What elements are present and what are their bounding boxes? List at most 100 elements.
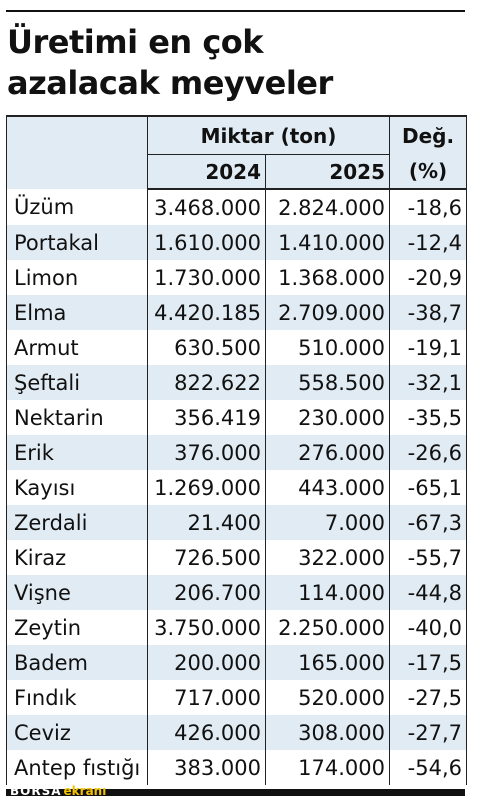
header-change-line1: Değ. [389, 115, 468, 155]
fruit-name-cell: Erik [6, 435, 148, 470]
fruit-name-cell: Vişne [6, 575, 148, 610]
change-percent-cell: -19,1 [389, 330, 468, 365]
change-percent-cell: -26,6 [389, 435, 468, 470]
change-percent-cell: -27,5 [389, 680, 468, 715]
logo-text-ekrani: ekranı [63, 784, 107, 798]
production-2024-cell: 726.500 [147, 540, 266, 575]
fruit-production-table: Miktar (ton) Değ. 2024 2025 (%) Üzüm 3.46… [6, 115, 468, 785]
fruit-name-cell: Antep fıstığı [6, 750, 148, 785]
fruit-name-cell: Şeftali [6, 365, 148, 400]
production-2025-cell: 520.000 [264, 680, 391, 715]
change-percent-cell: -54,6 [389, 750, 468, 785]
production-2025-cell: 1.368.000 [264, 260, 391, 295]
table-row: Üzüm 3.468.000 2.824.000 -18,6 [6, 189, 468, 225]
production-2025-cell: 2.709.000 [264, 295, 391, 330]
production-2024-cell: 21.400 [147, 505, 266, 540]
logo-text-borsa: BORSA [10, 784, 62, 798]
change-percent-cell: -65,1 [389, 470, 468, 505]
table-row: Nektarin 356.419 230.000 -35,5 [6, 400, 468, 435]
production-2025-cell: 558.500 [264, 365, 391, 400]
production-2024-cell: 356.419 [147, 400, 266, 435]
table-row: Ceviz 426.000 308.000 -27,7 [6, 715, 468, 750]
table-row: Kiraz 726.500 322.000 -55,7 [6, 540, 468, 575]
change-percent-cell: -17,5 [389, 645, 468, 680]
fruit-name-cell: Ceviz [6, 715, 148, 750]
production-2025-cell: 510.000 [264, 330, 391, 365]
fruit-name-cell: Nektarin [6, 400, 148, 435]
table-row: Şeftali 822.622 558.500 -32,1 [6, 365, 468, 400]
fruit-name-cell: Badem [6, 645, 148, 680]
page-title: Üretimi en çok azalacak meyveler [7, 22, 467, 104]
fruit-name-cell: Zeytin [6, 610, 148, 645]
production-2024-cell: 376.000 [147, 435, 266, 470]
top-rule [6, 10, 465, 12]
fruit-name-cell: Kiraz [6, 540, 148, 575]
production-2024-cell: 3.750.000 [147, 610, 266, 645]
production-2025-cell: 308.000 [264, 715, 391, 750]
change-percent-cell: -12,4 [389, 225, 468, 260]
borsa-ekrani-logo: BORSA ekranı [10, 781, 106, 801]
production-2025-cell: 1.410.000 [264, 225, 391, 260]
fruit-name-cell: Elma [6, 295, 148, 330]
change-percent-cell: -40,0 [389, 610, 468, 645]
production-2025-cell: 174.000 [264, 750, 391, 785]
header-change-line2: (%) [389, 154, 468, 190]
production-2025-cell: 2.824.000 [264, 189, 391, 225]
production-2024-cell: 822.622 [147, 365, 266, 400]
production-2025-cell: 165.000 [264, 645, 391, 680]
table-header: Miktar (ton) Değ. 2024 2025 (%) [6, 115, 468, 190]
change-percent-cell: -55,7 [389, 540, 468, 575]
table-row: Zerdali 21.400 7.000 -67,3 [6, 505, 468, 540]
fruit-name-cell: Üzüm [6, 189, 148, 225]
table-row: Elma 4.420.185 2.709.000 -38,7 [6, 295, 468, 330]
change-percent-cell: -32,1 [389, 365, 468, 400]
table-row: Fındık 717.000 520.000 -27,5 [6, 680, 468, 715]
table-row: Antep fıstığı 383.000 174.000 -54,6 [6, 750, 468, 785]
production-2024-cell: 1.610.000 [147, 225, 266, 260]
change-percent-cell: -44,8 [389, 575, 468, 610]
production-2024-cell: 426.000 [147, 715, 266, 750]
production-2025-cell: 2.250.000 [264, 610, 391, 645]
table-row: Kayısı 1.269.000 443.000 -65,1 [6, 470, 468, 505]
fruit-name-cell: Armut [6, 330, 148, 365]
header-year-2024: 2024 [147, 154, 266, 190]
header-empty-cell [6, 115, 148, 189]
table-row: Badem 200.000 165.000 -17,5 [6, 645, 468, 680]
change-percent-cell: -18,6 [389, 189, 468, 225]
table-row: Vişne 206.700 114.000 -44,8 [6, 575, 468, 610]
fruit-name-cell: Fındık [6, 680, 148, 715]
table-row: Armut 630.500 510.000 -19,1 [6, 330, 468, 365]
production-2025-cell: 443.000 [264, 470, 391, 505]
production-2024-cell: 3.468.000 [147, 189, 266, 225]
table-row: Portakal 1.610.000 1.410.000 -12,4 [6, 225, 468, 260]
footer-bar [6, 789, 465, 796]
production-2025-cell: 230.000 [264, 400, 391, 435]
table-row: Zeytin 3.750.000 2.250.000 -40,0 [6, 610, 468, 645]
production-2024-cell: 206.700 [147, 575, 266, 610]
header-miktar: Miktar (ton) [146, 115, 391, 155]
production-2025-cell: 114.000 [264, 575, 391, 610]
header-year-2025: 2025 [264, 154, 391, 190]
production-2025-cell: 322.000 [264, 540, 391, 575]
table-row: Erik 376.000 276.000 -26,6 [6, 435, 468, 470]
production-2025-cell: 7.000 [264, 505, 391, 540]
change-percent-cell: -38,7 [389, 295, 468, 330]
change-percent-cell: -67,3 [389, 505, 468, 540]
production-2024-cell: 200.000 [147, 645, 266, 680]
table-row: Limon 1.730.000 1.368.000 -20,9 [6, 260, 468, 295]
title-line-1: Üretimi en çok [7, 23, 264, 61]
production-2024-cell: 1.269.000 [147, 470, 266, 505]
fruit-name-cell: Limon [6, 260, 148, 295]
title-line-2: azalacak meyveler [7, 64, 333, 102]
change-percent-cell: -27,7 [389, 715, 468, 750]
production-2024-cell: 1.730.000 [147, 260, 266, 295]
production-2024-cell: 717.000 [147, 680, 266, 715]
table-body: Üzüm 3.468.000 2.824.000 -18,6 Portakal 1.610… [6, 189, 468, 785]
production-2024-cell: 4.420.185 [147, 295, 266, 330]
change-percent-cell: -20,9 [389, 260, 468, 295]
fruit-name-cell: Kayısı [6, 470, 148, 505]
fruit-name-cell: Zerdali [6, 505, 148, 540]
production-2024-cell: 383.000 [147, 750, 266, 785]
production-2024-cell: 630.500 [147, 330, 266, 365]
fruit-name-cell: Portakal [6, 225, 148, 260]
